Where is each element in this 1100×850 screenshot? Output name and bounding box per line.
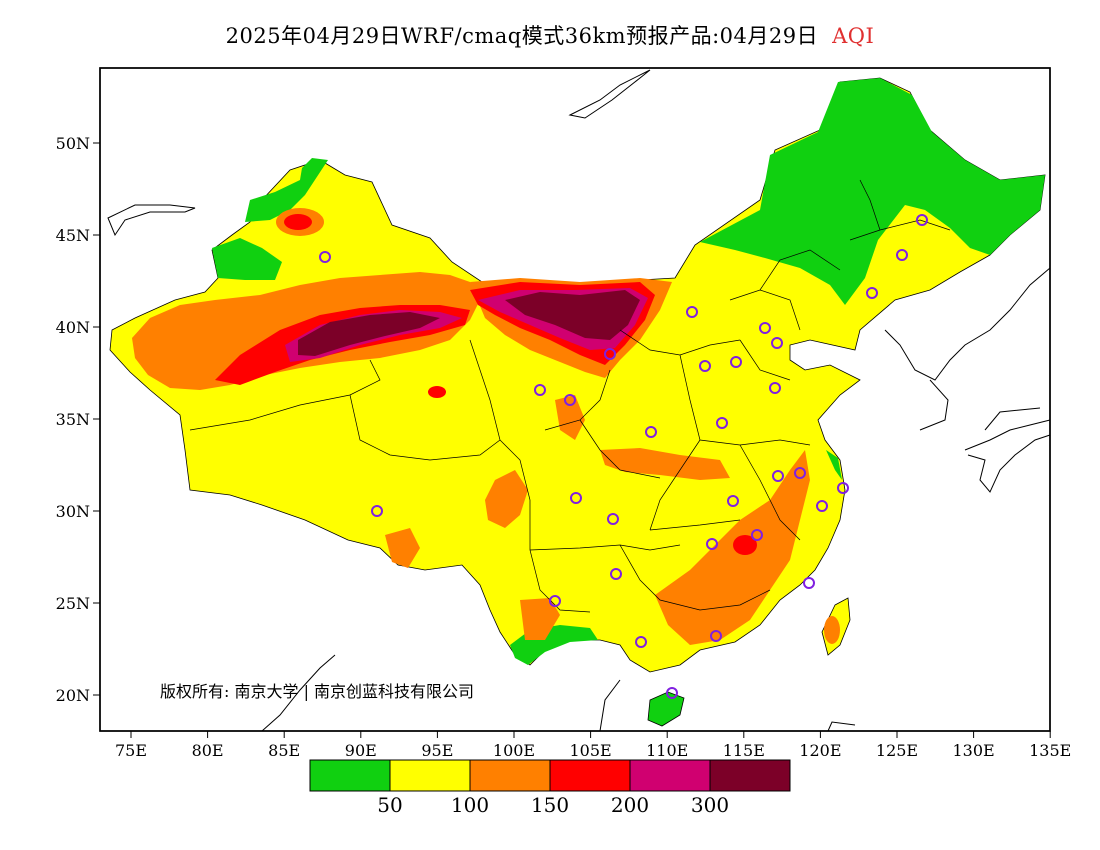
region-central-orange bbox=[600, 448, 730, 480]
city-marker bbox=[727, 495, 739, 507]
city-marker bbox=[319, 251, 331, 263]
city-marker bbox=[730, 356, 742, 368]
city-marker bbox=[837, 482, 849, 494]
longitude-axis: 75E 80E 85E 90E 95E 100E 105E 110E 115E 120E 125E 1… bbox=[115, 731, 1071, 760]
lat-tick-label: 25N bbox=[56, 594, 90, 613]
city-marker bbox=[771, 337, 783, 349]
title-main: 2025年04月29日WRF/cmaq模式36km预报产品:04月29日 bbox=[225, 24, 819, 48]
lon-tick-label: 95E bbox=[421, 741, 453, 760]
lon-tick-label: 100E bbox=[493, 741, 535, 760]
city-marker bbox=[645, 426, 657, 438]
lon-tick-label: 130E bbox=[952, 741, 994, 760]
city-marker bbox=[916, 214, 928, 226]
region-xinjiang-nw-green bbox=[245, 158, 328, 222]
city-marker bbox=[534, 384, 546, 396]
city-marker bbox=[686, 306, 698, 318]
region-yunnan-orange bbox=[520, 598, 560, 640]
city-marker bbox=[803, 577, 815, 589]
city-marker bbox=[769, 382, 781, 394]
lon-tick-label: 135E bbox=[1029, 741, 1071, 760]
region-xinjiang-w-green bbox=[212, 238, 282, 280]
copyright-text: 版权所有: 南京大学 | 南京创蓝科技有限公司 bbox=[160, 682, 474, 701]
city-marker bbox=[607, 513, 619, 525]
city-marker bbox=[716, 417, 728, 429]
region-south-orange bbox=[655, 450, 810, 645]
region-east-coast-green bbox=[826, 450, 842, 480]
lon-tick-label: 75E bbox=[115, 741, 147, 760]
lat-tick-label: 50N bbox=[56, 134, 90, 153]
region-taiwan-orange bbox=[824, 616, 840, 644]
lon-tick-label: 125E bbox=[876, 741, 918, 760]
city-marker bbox=[816, 500, 828, 512]
lat-tick-label: 40N bbox=[56, 318, 90, 337]
city-marker bbox=[706, 538, 718, 550]
city-marker bbox=[896, 249, 908, 261]
region-gansu-orange bbox=[555, 395, 585, 440]
title-product: AQI bbox=[832, 24, 875, 48]
city-marker bbox=[549, 595, 561, 607]
lon-tick-label: 115E bbox=[723, 741, 765, 760]
lat-tick-label: 35N bbox=[56, 410, 90, 429]
city-marker bbox=[710, 630, 722, 642]
city-marker bbox=[371, 505, 383, 517]
aqi-regions bbox=[109, 77, 1046, 727]
lon-tick-label: 85E bbox=[268, 741, 300, 760]
neighbour-outlines bbox=[107, 69, 1051, 732]
latitude-axis: 50N 45N 40N 35N 30N 25N 20N bbox=[56, 134, 100, 705]
region-taklimakan-darkred bbox=[298, 312, 440, 356]
lat-tick-label: 20N bbox=[56, 686, 90, 705]
city-marker bbox=[604, 348, 616, 360]
city-marker bbox=[759, 322, 771, 334]
region-south-red bbox=[733, 535, 757, 555]
region-sichuan-orange bbox=[485, 470, 528, 528]
city-marker bbox=[866, 287, 878, 299]
region-qinghai-red bbox=[428, 386, 446, 398]
city-marker bbox=[564, 394, 576, 406]
region-tibet-orange bbox=[385, 528, 420, 568]
city-marker bbox=[772, 470, 784, 482]
region-northeast-green bbox=[700, 78, 1045, 305]
map-frame-border bbox=[99, 67, 1051, 732]
lat-tick-label: 45N bbox=[56, 226, 90, 245]
lon-tick-label: 120E bbox=[799, 741, 841, 760]
lon-tick-label: 110E bbox=[646, 741, 688, 760]
lon-tick-label: 105E bbox=[569, 741, 611, 760]
city-marker bbox=[794, 467, 806, 479]
city-marker bbox=[635, 636, 647, 648]
city-marker bbox=[570, 492, 582, 504]
lon-tick-label: 90E bbox=[345, 741, 377, 760]
province-borders bbox=[189, 179, 951, 613]
city-marker bbox=[751, 529, 763, 541]
map-title: 2025年04月29日WRF/cmaq模式36km预报产品:04月29日 AQI bbox=[0, 20, 1100, 50]
region-xinjiang-n-red bbox=[284, 214, 312, 230]
lon-tick-label: 80E bbox=[192, 741, 224, 760]
lat-tick-label: 30N bbox=[56, 502, 90, 521]
city-markers bbox=[319, 214, 928, 699]
city-marker bbox=[699, 360, 711, 372]
city-marker bbox=[666, 687, 678, 699]
region-gobi-darkred bbox=[505, 290, 640, 340]
city-marker bbox=[610, 568, 622, 580]
